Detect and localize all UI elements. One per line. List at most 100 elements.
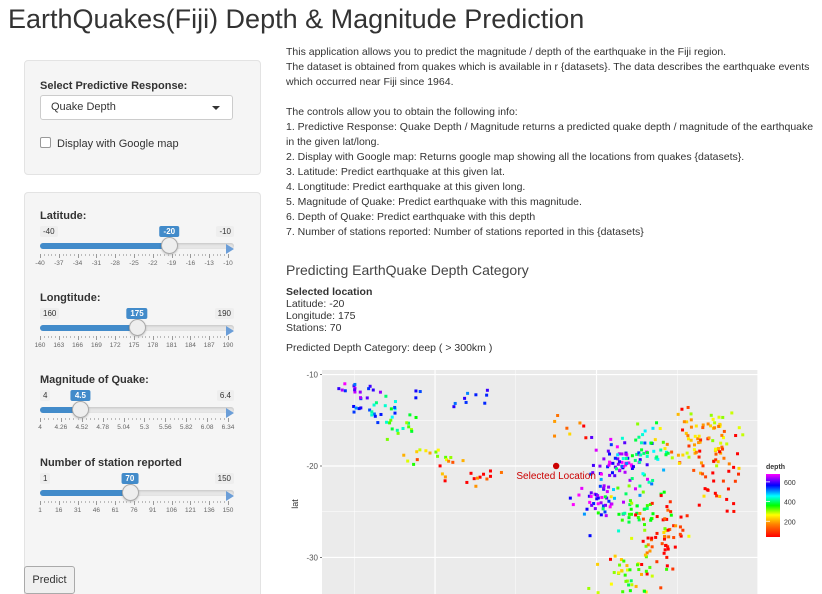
slider-minor-tick: [106, 418, 108, 420]
stations-slider[interactable]: 1 150 70 1 16 31 46 61 76 91 106 121 136 150: [38, 473, 234, 535]
slider-track[interactable]: [40, 237, 234, 254]
predicted-category: Predicted Depth Category: deep ( > 300km…: [286, 342, 493, 354]
slider-tick-label: 190: [222, 342, 234, 349]
quake-point: [706, 422, 710, 426]
play-icon[interactable]: [226, 491, 234, 501]
quake-point: [393, 405, 397, 409]
slider-minor-tick: [55, 501, 57, 503]
quake-point: [712, 479, 716, 483]
quake-point: [716, 460, 720, 464]
quake-point: [714, 458, 718, 462]
quake-point: [608, 473, 612, 477]
quake-point: [687, 534, 691, 538]
slider-minor-tick: [201, 336, 203, 338]
slider-minor-tick: [160, 336, 162, 338]
quake-point: [718, 494, 722, 498]
quake-point: [379, 412, 383, 416]
slider-min: 1: [40, 473, 51, 484]
slider-minor-tick: [212, 501, 214, 503]
quake-point: [589, 491, 593, 495]
google-map-checkbox[interactable]: [40, 137, 51, 148]
slider-minor-tick: [149, 336, 151, 338]
slider-minor-tick: [161, 418, 163, 420]
magnitude-slider[interactable]: 4 6.4 4.5 4 4.26 4.52 4.78 5.04 5.3 5.56 5.82 6.08 6…: [38, 390, 234, 452]
slider-tick: [40, 418, 41, 422]
latitude-slider[interactable]: -40 -10 -20 -40 -37 -34 -31 -28 -25 -22 -19 -16 -13-…: [35, 226, 234, 288]
quake-point: [596, 591, 600, 594]
quake-point: [663, 447, 667, 451]
slider-tick-label: 76: [130, 507, 138, 514]
quake-point: [636, 515, 640, 519]
longitude-slider[interactable]: 160 190 175 160 163 166 169 172 175 178 181 184 187 1…: [35, 308, 234, 370]
quake-point: [698, 449, 702, 453]
slider-track[interactable]: [40, 484, 234, 501]
slider-tick-label: 169: [90, 342, 102, 349]
quake-point: [668, 500, 672, 504]
slider-value: -20: [159, 226, 180, 237]
slider-fill: [40, 490, 130, 496]
slider-tick-label: 1: [38, 507, 42, 514]
quake-point: [669, 510, 673, 514]
slider-handle[interactable]: [129, 319, 146, 336]
slider-minor-tick: [85, 336, 87, 338]
slider-minor-tick: [51, 336, 53, 338]
slider-handle[interactable]: [161, 237, 179, 254]
quake-point: [606, 465, 610, 469]
slider-minor-tick: [77, 418, 79, 420]
slider-minor-tick: [119, 418, 121, 420]
slider-tick-label: 175: [128, 342, 140, 349]
quake-point: [621, 512, 625, 516]
quake-point: [660, 542, 664, 546]
slider-track[interactable]: [40, 401, 234, 418]
play-icon[interactable]: [226, 326, 234, 336]
quake-point: [696, 437, 700, 441]
slider-handle[interactable]: [72, 401, 90, 418]
quake-point: [719, 441, 723, 445]
quake-point: [568, 432, 572, 436]
quake-point: [424, 449, 428, 453]
slider-minor-tick: [92, 336, 94, 338]
quake-point: [670, 450, 674, 454]
quake-point: [649, 518, 653, 522]
slider-tick-label: -31: [91, 260, 102, 267]
slider-minor-tick: [179, 501, 181, 503]
quake-point: [629, 579, 633, 583]
slider-minor-tick: [44, 418, 46, 420]
play-icon[interactable]: [226, 408, 234, 418]
response-select[interactable]: Quake Depth: [40, 95, 233, 120]
slider-track[interactable]: [40, 319, 234, 336]
quake-point: [353, 390, 357, 394]
quake-point: [637, 568, 641, 572]
quake-point: [634, 438, 638, 442]
slider-tick-label: 4.52: [75, 424, 89, 431]
quake-point: [692, 468, 696, 472]
quake-point: [646, 536, 650, 540]
slider-tick: [171, 336, 173, 340]
slider-tick: [171, 501, 173, 505]
slider-minor-tick: [51, 501, 53, 503]
predict-button[interactable]: Predict: [24, 566, 75, 594]
slider-minor-tick: [111, 336, 113, 338]
quake-point: [640, 572, 644, 576]
slider-tick-label: -13: [204, 260, 214, 267]
google-map-option[interactable]: Display with Google map: [40, 137, 179, 150]
slider-handle[interactable]: [121, 484, 139, 501]
quake-point: [395, 428, 399, 432]
intro-line: The dataset is obtained from quakes whic…: [286, 61, 810, 88]
quake-point: [373, 414, 377, 418]
quake-point: [617, 571, 621, 575]
quake-point: [617, 460, 621, 464]
quake-point: [641, 517, 645, 521]
quake-point: [584, 436, 588, 440]
slider-tick: [207, 418, 209, 422]
play-icon[interactable]: [226, 244, 234, 254]
slider-minor-tick: [90, 418, 92, 420]
slider-tick: [228, 254, 229, 258]
quake-point: [608, 452, 612, 456]
quake-point: [637, 451, 641, 455]
quake-point: [343, 382, 347, 386]
quake-point: [436, 454, 440, 458]
quake-point: [658, 426, 662, 430]
quake-point: [667, 535, 671, 539]
quake-point: [637, 435, 641, 439]
